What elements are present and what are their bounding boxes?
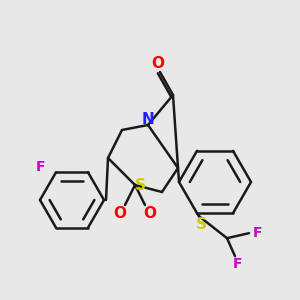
Text: O: O: [143, 206, 157, 220]
Text: O: O: [113, 206, 127, 220]
Text: O: O: [152, 56, 164, 71]
Text: S: S: [196, 217, 206, 232]
Text: F: F: [232, 257, 242, 271]
Text: F: F: [35, 160, 45, 174]
Text: F: F: [252, 226, 262, 240]
Text: N: N: [142, 112, 154, 128]
Text: S: S: [134, 178, 146, 193]
